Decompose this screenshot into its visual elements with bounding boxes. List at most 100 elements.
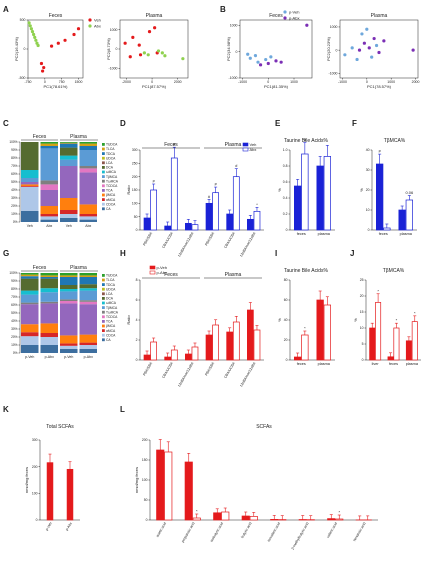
x-tick-label: isobutyric acid: [210, 521, 225, 542]
bar: [247, 218, 254, 231]
y-tick-label: 10: [366, 208, 370, 212]
bar: [253, 329, 261, 361]
panel-label-H: H: [120, 249, 126, 258]
stack-segment: [40, 337, 58, 345]
x-tick-label: 0: [151, 80, 153, 84]
stack-segment: [79, 219, 97, 222]
data-point: [147, 30, 152, 34]
x-tick-label: PBA/SBA: [204, 361, 215, 377]
bar: [184, 461, 193, 521]
stack-segment: [40, 180, 58, 185]
x-tick-label: plasma: [400, 232, 413, 236]
stack-segment: [21, 210, 39, 222]
bar: [191, 346, 199, 361]
legend-label: UDCA: [106, 156, 116, 160]
x-tick-label: Abx: [85, 224, 91, 228]
y-tick-label: 70%: [11, 295, 18, 299]
y-tick-label: 20: [284, 338, 288, 342]
x-tick-label: feces: [379, 232, 388, 236]
legend-label: TCA: [106, 189, 113, 193]
bar: [247, 309, 254, 361]
x-tick-label: PBA/SBA: [204, 231, 215, 247]
bar: [205, 202, 213, 231]
data-point: [142, 51, 146, 55]
legend-label: TCDCA: [106, 184, 118, 188]
stack-segment: [79, 166, 97, 169]
data-point: [160, 51, 164, 55]
significance-mark: 0.06: [405, 190, 414, 195]
legend-swatch: [102, 152, 105, 155]
y-tick-label: 0: [362, 358, 364, 362]
stacked-G: 0% 10% 20% 30% 40% 50% 60% 70% 80% 90% 100% p-Veh p-…: [9, 265, 118, 359]
stack-segment: [79, 275, 97, 277]
bar: [150, 341, 157, 361]
legend-label: αMCA: [106, 329, 116, 333]
x-tick-label: propanoic acid: [181, 521, 196, 543]
group-label: Feces: [33, 134, 47, 140]
bar: [156, 449, 165, 521]
bar: [164, 451, 173, 521]
y-tick-label: 200: [142, 438, 148, 442]
y-tick-label: 60%: [11, 172, 18, 176]
y-axis-label: %: [277, 188, 282, 192]
bar: [323, 304, 331, 361]
data-point: [36, 43, 40, 48]
y-tick-label: 80%: [11, 156, 18, 160]
stack-segment: [60, 291, 78, 300]
y-tick-label: 0%: [13, 351, 18, 355]
y-tick-label: 80%: [11, 287, 18, 291]
stack-segment: [60, 349, 78, 353]
legend-label: CA: [106, 338, 111, 342]
legend-label: TDCA: [106, 283, 116, 287]
chart-title: TβMCA%: [384, 138, 406, 144]
legend-label: TLCA: [106, 278, 115, 282]
y-tick-label: 150: [142, 458, 148, 462]
x-tick-label: butyric acid: [240, 521, 252, 538]
legend-label: TUDCA: [106, 143, 118, 147]
legend-swatch: [102, 338, 105, 342]
x-tick-label: hexanoic acid: [352, 521, 366, 542]
x-tick-label: CBA/UCBA: [161, 361, 174, 379]
chart-title: SCFAs: [256, 424, 272, 430]
scatter-A2: Plasma -2000 0 2000 -1000 0 1000 PC1(87.57%) PC2…: [106, 13, 189, 89]
stack-segment: [79, 345, 97, 349]
stack-segment: [60, 345, 78, 349]
significance-mark: #: [153, 179, 156, 184]
data-point: [33, 35, 37, 40]
stack-segment: [40, 148, 58, 181]
chart-title: Taurine Bile Acids%: [284, 268, 328, 274]
stack-segment: [40, 190, 58, 206]
y-tick-label: 100: [132, 202, 138, 206]
stack-segment: [79, 304, 97, 335]
bar: [335, 518, 344, 521]
stack-segment: [21, 184, 39, 186]
bar: [66, 468, 74, 521]
y-axis-label: %: [359, 188, 364, 192]
bar: [192, 517, 201, 521]
legend-swatch: [102, 274, 105, 277]
y-axis-label: nmol/mg feces: [134, 467, 139, 493]
stack-segment: [60, 343, 78, 346]
x-tick-label: CBA/UCBA: [161, 231, 174, 249]
bar: [205, 334, 213, 361]
data-point: [365, 27, 369, 31]
y-tick-label: 100: [32, 492, 38, 496]
stack-segment: [40, 301, 58, 304]
y-tick-label: 5: [362, 342, 364, 346]
legend-label: βMCA: [106, 193, 116, 197]
x-tick-label: 2000: [174, 80, 182, 84]
barchart-E: 0 0.2 0.4 0.6 0.8 1.0 Taurine Bile Acids%% fece…: [277, 137, 335, 236]
x-axis-label: PC1(78.57%): [367, 84, 392, 89]
y-tick-label: 2: [136, 338, 138, 342]
bar: [191, 224, 199, 231]
y-tick-label: 50: [134, 215, 138, 219]
stack-segment: [21, 290, 39, 295]
x-tick-label: CBA/UCBA: [223, 231, 236, 249]
legend-label: CDCA: [106, 202, 116, 206]
x-tick-label: p-Veh: [64, 355, 73, 359]
x-tick-label: 2-methylbutyric acid: [291, 521, 310, 550]
legend-label: LCA: [106, 292, 113, 296]
legend-swatch: [102, 170, 105, 174]
data-point: [56, 41, 60, 45]
